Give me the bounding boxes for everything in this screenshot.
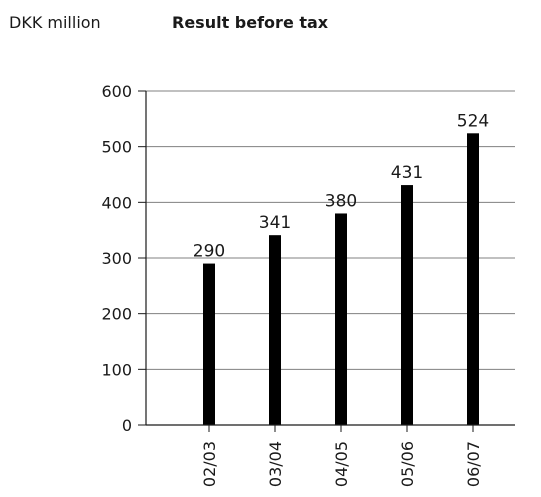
data-label: 290: [193, 242, 225, 262]
axes: [138, 90, 515, 432]
bar: [401, 185, 413, 425]
data-label: 380: [325, 191, 357, 211]
bar: [335, 213, 347, 425]
bar: [203, 263, 215, 425]
y-tick-label: 500: [101, 138, 132, 157]
grid-lines: [146, 90, 515, 370]
y-tick-label: 400: [101, 193, 132, 212]
data-label: 431: [391, 163, 423, 183]
y-tick-label: 100: [101, 360, 132, 379]
x-tick-label: 04/05: [332, 441, 351, 487]
data-labels: 290 341 380 431 524: [193, 111, 489, 261]
data-label: 524: [457, 111, 489, 131]
chart-title: Result before tax: [172, 13, 329, 32]
unit-label: DKK million: [9, 13, 101, 32]
y-tick-label: 0: [122, 416, 132, 435]
y-tick-label: 200: [101, 305, 132, 324]
x-tick-label: 06/07: [464, 441, 483, 487]
bar: [269, 235, 281, 425]
bar: [467, 133, 479, 425]
bars: [203, 133, 479, 425]
x-tick-labels: 02/03 03/04 04/05 05/06 06/07: [200, 441, 483, 487]
x-tick-label: 03/04: [266, 441, 285, 487]
y-tick-labels: 0 100 200 300 400 500 600: [101, 82, 132, 435]
data-label: 341: [259, 213, 291, 233]
x-tick-label: 02/03: [200, 441, 219, 487]
x-tick-label: 05/06: [398, 441, 417, 487]
y-tick-label: 300: [101, 249, 132, 268]
y-tick-label: 600: [101, 82, 132, 101]
